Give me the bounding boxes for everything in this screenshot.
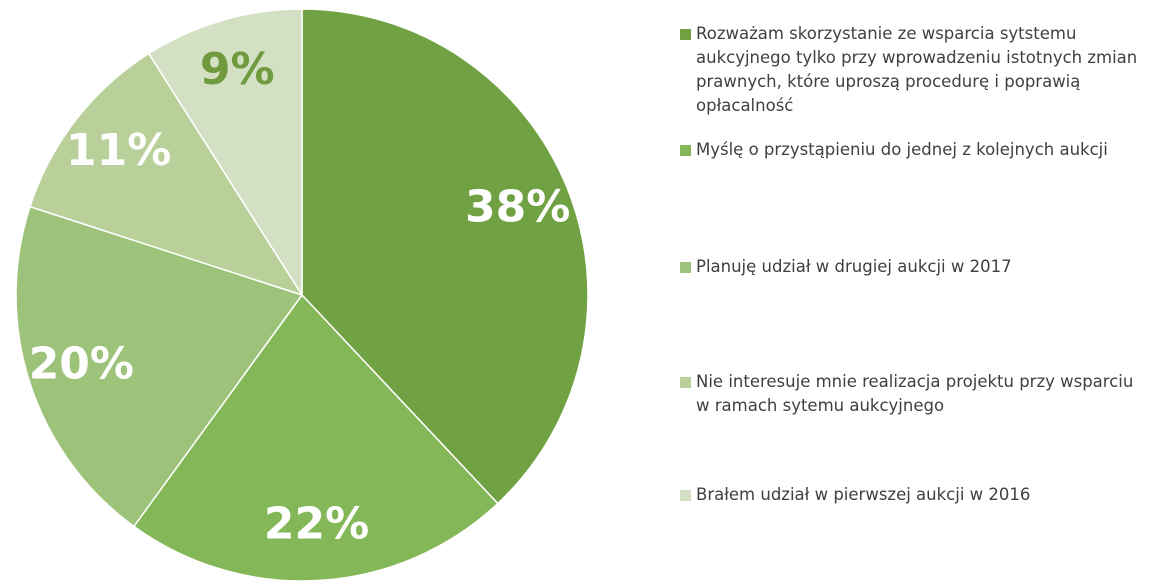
legend-label: Planuję udział w drugiej aukcji w 2017 (696, 257, 1012, 276)
chart: 38% 22% 20% 11% 9% (15, 8, 589, 582)
legend-item: Nie interesuje mnie realizacja projektu … (680, 370, 1150, 418)
pie-slice (29, 52, 304, 297)
data-label: 11% (66, 125, 171, 176)
pie-slice (132, 293, 499, 582)
data-label: 22% (264, 499, 369, 550)
legend-swatch (680, 262, 691, 273)
legend-label: Rozważam skorzystanie ze wsparcia sytste… (696, 24, 1138, 115)
legend-item: Rozważam skorzystanie ze wsparcia sytste… (680, 22, 1150, 118)
pie-slice (147, 8, 303, 298)
data-label: 20% (29, 339, 134, 390)
legend-item: Myślę o przystąpieniu do jednej z kolejn… (680, 138, 1150, 162)
legend-item: Brałem udział w pierwszej aukcji w 2016 (680, 483, 1150, 507)
legend-swatch (680, 377, 691, 388)
pie-slice (15, 205, 304, 528)
legend-item: Planuję udział w drugiej aukcji w 2017 (680, 255, 1150, 279)
legend-swatch (680, 490, 691, 501)
legend-label: Brałem udział w pierwszej aukcji w 2016 (696, 485, 1031, 504)
data-label: 9% (200, 44, 275, 95)
data-label: 38% (465, 182, 570, 233)
legend-label: Nie interesuje mnie realizacja projektu … (696, 372, 1134, 415)
legend-label: Myślę o przystąpieniu do jednej z kolejn… (696, 140, 1108, 159)
legend-swatch (680, 145, 691, 156)
legend-swatch (680, 29, 691, 40)
pie-slice (301, 8, 589, 505)
